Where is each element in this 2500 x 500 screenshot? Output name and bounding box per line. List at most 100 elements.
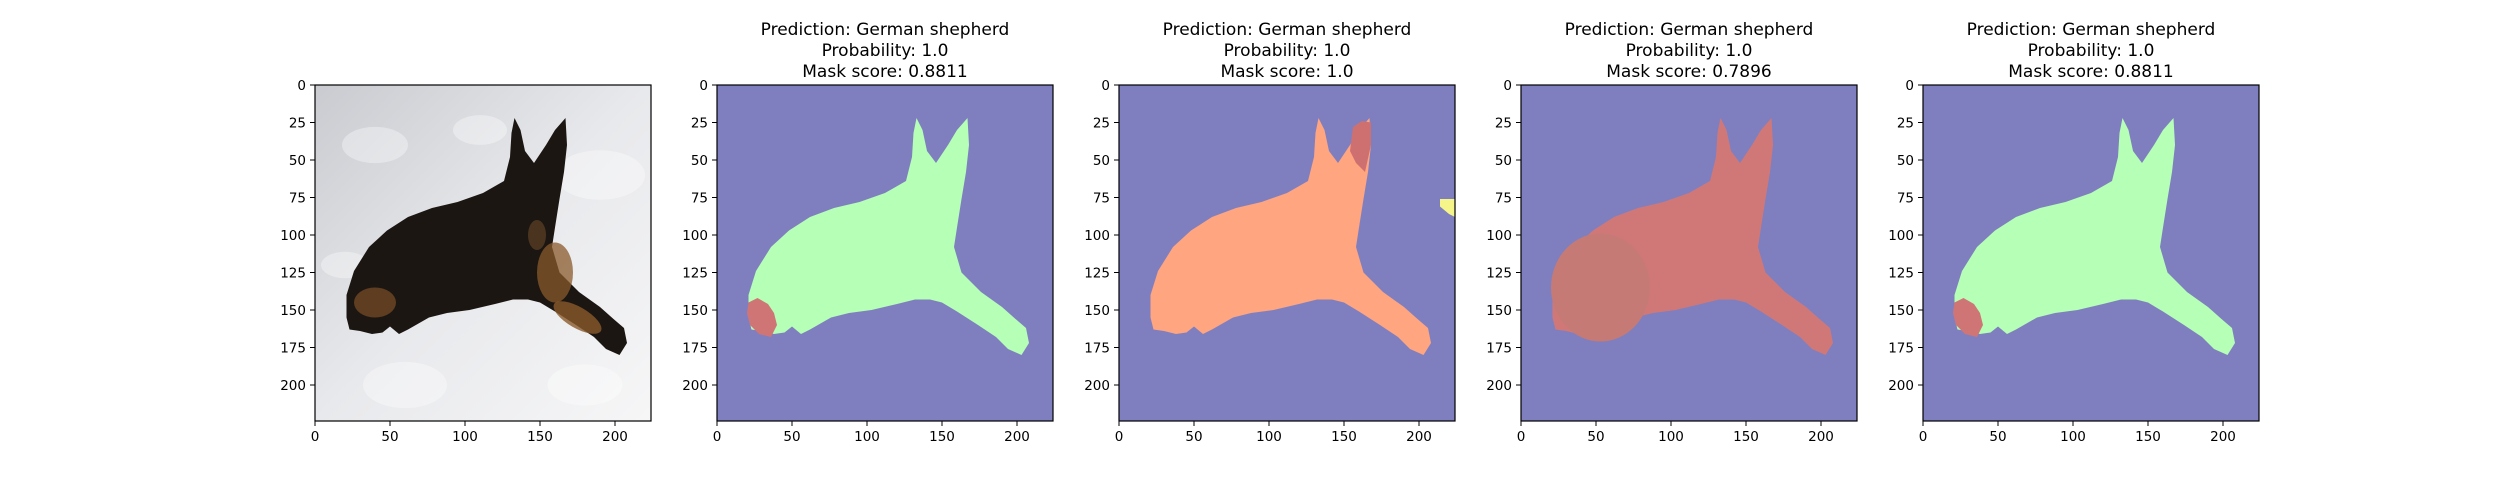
y-tick-label: 75 (1495, 191, 1512, 207)
dog-tan-marking (528, 220, 546, 250)
panel-title-line: Probability: 1.0 (1224, 41, 1351, 61)
y-tick-label: 75 (691, 191, 708, 207)
y-tick-label: 25 (1897, 116, 1914, 132)
x-tick-label: 150 (527, 429, 553, 445)
panel-3: Prediction: German shepherdProbability: … (1084, 20, 1456, 445)
y-tick-label: 25 (1093, 116, 1110, 132)
panel-title-line: Mask score: 0.7896 (1606, 62, 1771, 82)
x-tick-label: 150 (2135, 429, 2161, 445)
snow-texture (555, 150, 645, 200)
axes-frame (1922, 84, 2260, 422)
snow-texture (342, 126, 408, 164)
snow-texture (453, 115, 507, 145)
dog-tan-marking (537, 242, 573, 303)
y-tick-label: 75 (1897, 191, 1914, 207)
y-tick-label: 125 (280, 266, 306, 282)
panel-2: Prediction: German shepherdProbability: … (682, 20, 1054, 445)
y-tick-label: 100 (280, 228, 306, 244)
panel-1: 0 50 100 150 200 0 25 50 75 100 125 150 175 200 (280, 78, 652, 445)
y-tick-label: 200 (1888, 378, 1914, 394)
panel-title-line: Prediction: German shepherd (1967, 20, 2216, 40)
x-tick-label: 150 (1733, 429, 1759, 445)
y-tick-label: 125 (682, 266, 708, 282)
plot-area (717, 85, 1053, 421)
panel-title-line: Prediction: German shepherd (761, 20, 1010, 40)
x-tick-label: 50 (381, 429, 398, 445)
y-tick-label: 175 (1084, 341, 1110, 357)
x-tick-label: 0 (1919, 429, 1928, 445)
mask-blob (1953, 298, 1983, 337)
y-tick-label: 150 (682, 303, 708, 319)
x-tick-label: 150 (1331, 429, 1357, 445)
y-tick-label: 0 (1101, 78, 1110, 94)
y-tick-label: 75 (1093, 191, 1110, 207)
y-tick-label: 0 (297, 78, 306, 94)
x-tick-label: 150 (929, 429, 955, 445)
snow-texture (547, 364, 623, 406)
x-tick-label: 200 (1406, 429, 1432, 445)
panel-5: Prediction: German shepherdProbability: … (1888, 20, 2260, 445)
x-tick-label: 50 (1587, 429, 1604, 445)
mask-blob (747, 298, 777, 337)
panel-title-line: Prediction: German shepherd (1163, 20, 1412, 40)
dog-tan-marking (553, 301, 602, 334)
y-tick-label: 0 (699, 78, 708, 94)
y-tick-label: 100 (1084, 228, 1110, 244)
x-tick-label: 0 (311, 429, 320, 445)
plot-area (1119, 85, 1455, 421)
panel-title-line: Probability: 1.0 (2028, 41, 2155, 61)
y-tick-label: 150 (1888, 303, 1914, 319)
y-tick-label: 100 (682, 228, 708, 244)
y-tick-label: 75 (289, 191, 306, 207)
y-tick-label: 200 (1084, 378, 1110, 394)
x-tick-label: 200 (602, 429, 628, 445)
plot-area (315, 85, 651, 421)
snow-texture (363, 361, 447, 409)
y-tick-label: 50 (1093, 153, 1110, 169)
panel-title-line: Mask score: 0.8811 (2008, 62, 2173, 82)
y-tick-label: 0 (1503, 78, 1512, 94)
panel-title-line: Probability: 1.0 (822, 41, 949, 61)
y-tick-label: 50 (691, 153, 708, 169)
x-tick-label: 100 (1256, 429, 1282, 445)
y-tick-label: 125 (1486, 266, 1512, 282)
panel-title-line: Prediction: German shepherd (1565, 20, 1814, 40)
x-tick-label: 100 (452, 429, 478, 445)
x-tick-label: 0 (1517, 429, 1526, 445)
y-tick-label: 175 (682, 341, 708, 357)
plot-area (1923, 85, 2259, 421)
dog-mask (1954, 118, 2235, 355)
x-tick-label: 200 (2210, 429, 2236, 445)
x-tick-label: 50 (1185, 429, 1202, 445)
dog-mask (1150, 118, 1431, 355)
panel-title-line: Probability: 1.0 (1626, 41, 1753, 61)
x-tick-label: 100 (1658, 429, 1684, 445)
y-tick-label: 0 (1905, 78, 1914, 94)
y-tick-label: 50 (1897, 153, 1914, 169)
mask-blob (1440, 199, 1455, 217)
panel-title-line: Mask score: 0.8811 (802, 62, 967, 82)
y-tick-label: 200 (1486, 378, 1512, 394)
y-tick-label: 125 (1888, 266, 1914, 282)
y-tick-label: 175 (1486, 341, 1512, 357)
panel-title-line: Mask score: 1.0 (1220, 62, 1353, 82)
x-tick-label: 50 (783, 429, 800, 445)
x-tick-label: 200 (1808, 429, 1834, 445)
x-tick-label: 200 (1004, 429, 1030, 445)
y-tick-label: 150 (1486, 303, 1512, 319)
x-tick-label: 0 (1115, 429, 1124, 445)
y-tick-label: 175 (1888, 341, 1914, 357)
y-tick-label: 125 (1084, 266, 1110, 282)
plot-area (1521, 85, 1857, 421)
mask-blob (1350, 121, 1371, 172)
axes-frame (716, 84, 1054, 422)
dog-mask (748, 118, 1029, 355)
mask-blob (1551, 233, 1650, 342)
y-tick-label: 50 (289, 153, 306, 169)
y-tick-label: 25 (1495, 116, 1512, 132)
y-tick-label: 200 (682, 378, 708, 394)
y-tick-label: 100 (1486, 228, 1512, 244)
x-tick-label: 100 (2060, 429, 2086, 445)
y-tick-label: 175 (280, 341, 306, 357)
